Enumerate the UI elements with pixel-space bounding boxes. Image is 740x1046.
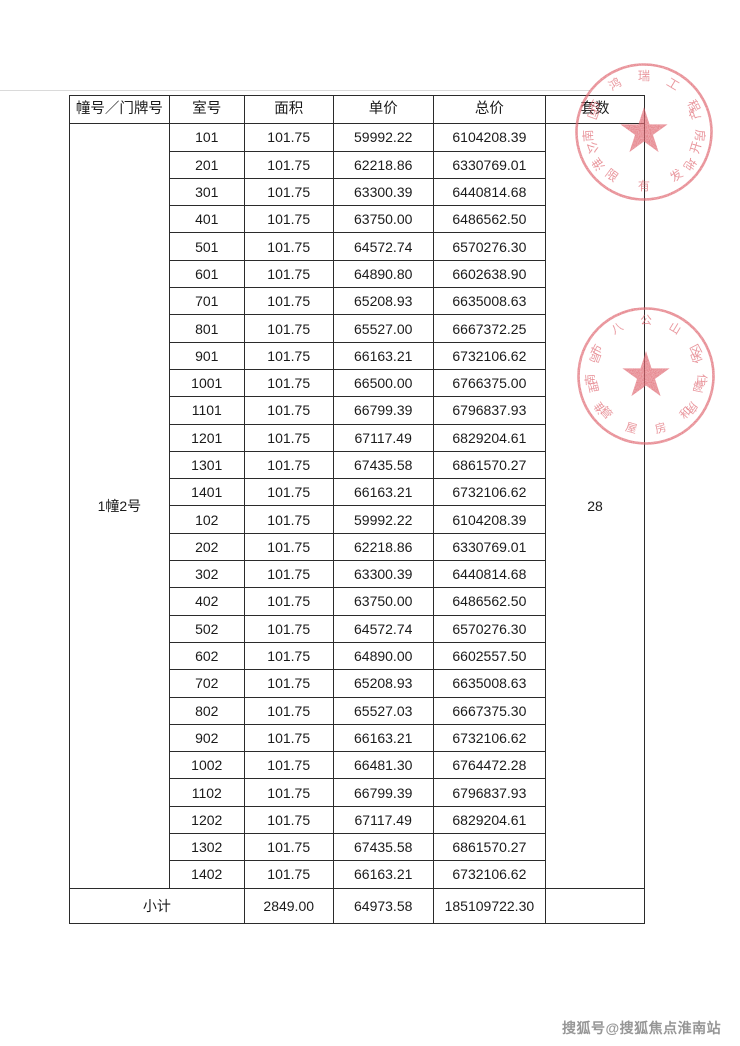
svg-text:淮: 淮 xyxy=(589,155,607,173)
svg-text:房: 房 xyxy=(653,421,668,437)
svg-text:屋: 屋 xyxy=(624,421,639,437)
svg-text:开: 开 xyxy=(687,140,704,156)
svg-text:公: 公 xyxy=(640,314,652,327)
svg-text:八: 八 xyxy=(609,320,626,337)
svg-text:地: 地 xyxy=(680,155,698,173)
svg-text:鸿: 鸿 xyxy=(606,74,624,93)
svg-text:发: 发 xyxy=(667,165,686,184)
svg-text:公: 公 xyxy=(584,140,601,156)
svg-text:限: 限 xyxy=(603,166,621,185)
svg-text:工: 工 xyxy=(664,75,682,93)
svg-text:房: 房 xyxy=(692,129,708,142)
svg-text:山: 山 xyxy=(666,320,683,337)
svg-text:理: 理 xyxy=(585,380,600,394)
svg-text:有: 有 xyxy=(638,179,650,193)
svg-text:瑞: 瑞 xyxy=(638,69,650,83)
